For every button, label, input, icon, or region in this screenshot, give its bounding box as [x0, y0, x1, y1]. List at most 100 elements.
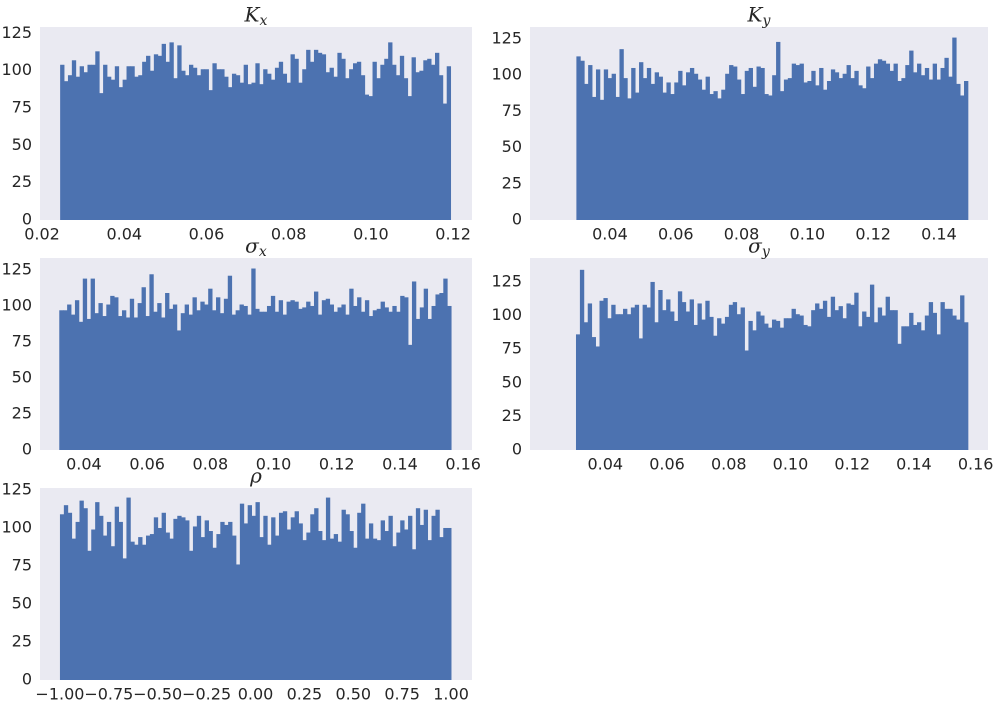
bar: [122, 79, 127, 220]
x-tick-label: 0.02: [24, 225, 60, 244]
bar: [368, 523, 374, 680]
bar: [705, 300, 710, 450]
bar: [200, 301, 205, 450]
bar: [345, 314, 350, 450]
bar: [142, 61, 147, 220]
bar: [90, 278, 95, 450]
bar: [157, 303, 162, 450]
bar: [200, 69, 206, 221]
bar: [607, 78, 613, 220]
bar: [290, 54, 295, 220]
bar: [114, 297, 119, 450]
bar: [791, 308, 796, 450]
bar: [196, 515, 202, 680]
bar: [936, 334, 941, 450]
bar: [799, 315, 804, 450]
bar: [826, 81, 832, 220]
x-tick-label: 0.08: [271, 225, 307, 244]
bar: [909, 50, 914, 220]
chart-title-subscript: x: [259, 13, 267, 29]
bar: [118, 87, 124, 221]
bar: [87, 64, 92, 220]
bar: [388, 311, 393, 450]
bar: [631, 67, 636, 221]
bar: [635, 92, 640, 220]
bar: [302, 540, 307, 680]
y-tick-label: 100: [491, 305, 522, 324]
bar: [153, 54, 159, 220]
bar: [71, 60, 77, 220]
bar: [208, 90, 213, 220]
y-tick-label: 50: [12, 367, 32, 386]
bar: [897, 343, 902, 450]
bar: [689, 67, 695, 221]
bar: [204, 520, 209, 680]
bar: [701, 319, 706, 450]
bar: [125, 317, 131, 450]
bar: [431, 305, 436, 450]
bar: [611, 73, 616, 221]
y-tick-label: 25: [502, 173, 522, 192]
bar: [932, 63, 938, 221]
bar: [603, 69, 609, 220]
x-tick-label: 0.16: [958, 455, 994, 474]
bar: [149, 534, 155, 680]
y-tick-label: 0: [22, 670, 32, 689]
bar: [658, 76, 663, 220]
bar: [634, 304, 640, 450]
x-tick-label: 0.14: [382, 455, 418, 474]
bar: [130, 541, 135, 680]
bar: [372, 538, 378, 680]
bar: [102, 316, 107, 450]
bar: [881, 60, 887, 220]
bar: [114, 66, 120, 220]
bar: [114, 506, 120, 680]
bar: [86, 318, 92, 450]
bar: [133, 317, 139, 450]
bar: [216, 69, 221, 221]
x-tick-label: 0.10: [790, 225, 826, 244]
bar: [834, 310, 839, 450]
bar: [146, 55, 151, 220]
bar: [400, 520, 405, 680]
bar: [106, 76, 112, 220]
bar: [779, 91, 785, 220]
bar: [654, 72, 660, 220]
bar: [407, 96, 412, 220]
y-tick-label: 25: [12, 403, 32, 422]
bar: [121, 310, 127, 450]
bar: [439, 293, 444, 450]
bar: [787, 78, 793, 220]
bar: [427, 540, 432, 680]
y-tick-label: 0: [512, 210, 522, 229]
x-tick-label: 0.16: [445, 455, 481, 474]
bar: [231, 314, 237, 450]
bar: [404, 297, 409, 450]
bar: [129, 298, 135, 450]
bar: [380, 301, 385, 450]
chart-title: K: [244, 3, 261, 27]
bar: [623, 78, 628, 220]
bar: [862, 311, 867, 450]
bar: [357, 297, 362, 450]
bar: [173, 78, 178, 220]
bar: [278, 512, 284, 680]
bar: [748, 67, 753, 221]
bar: [392, 305, 397, 450]
bar: [99, 93, 104, 220]
bar: [646, 307, 651, 450]
bar: [587, 303, 593, 450]
bar: [172, 304, 178, 450]
bar: [736, 314, 742, 450]
bar: [275, 535, 280, 680]
bar: [795, 314, 800, 450]
bar: [181, 70, 186, 220]
bar: [94, 313, 99, 450]
bar: [944, 57, 949, 220]
bar: [728, 304, 734, 450]
bar: [228, 521, 233, 680]
bar: [294, 58, 299, 220]
bar: [356, 61, 362, 220]
bar: [431, 64, 436, 220]
x-tick-label: 0.75: [384, 685, 420, 704]
